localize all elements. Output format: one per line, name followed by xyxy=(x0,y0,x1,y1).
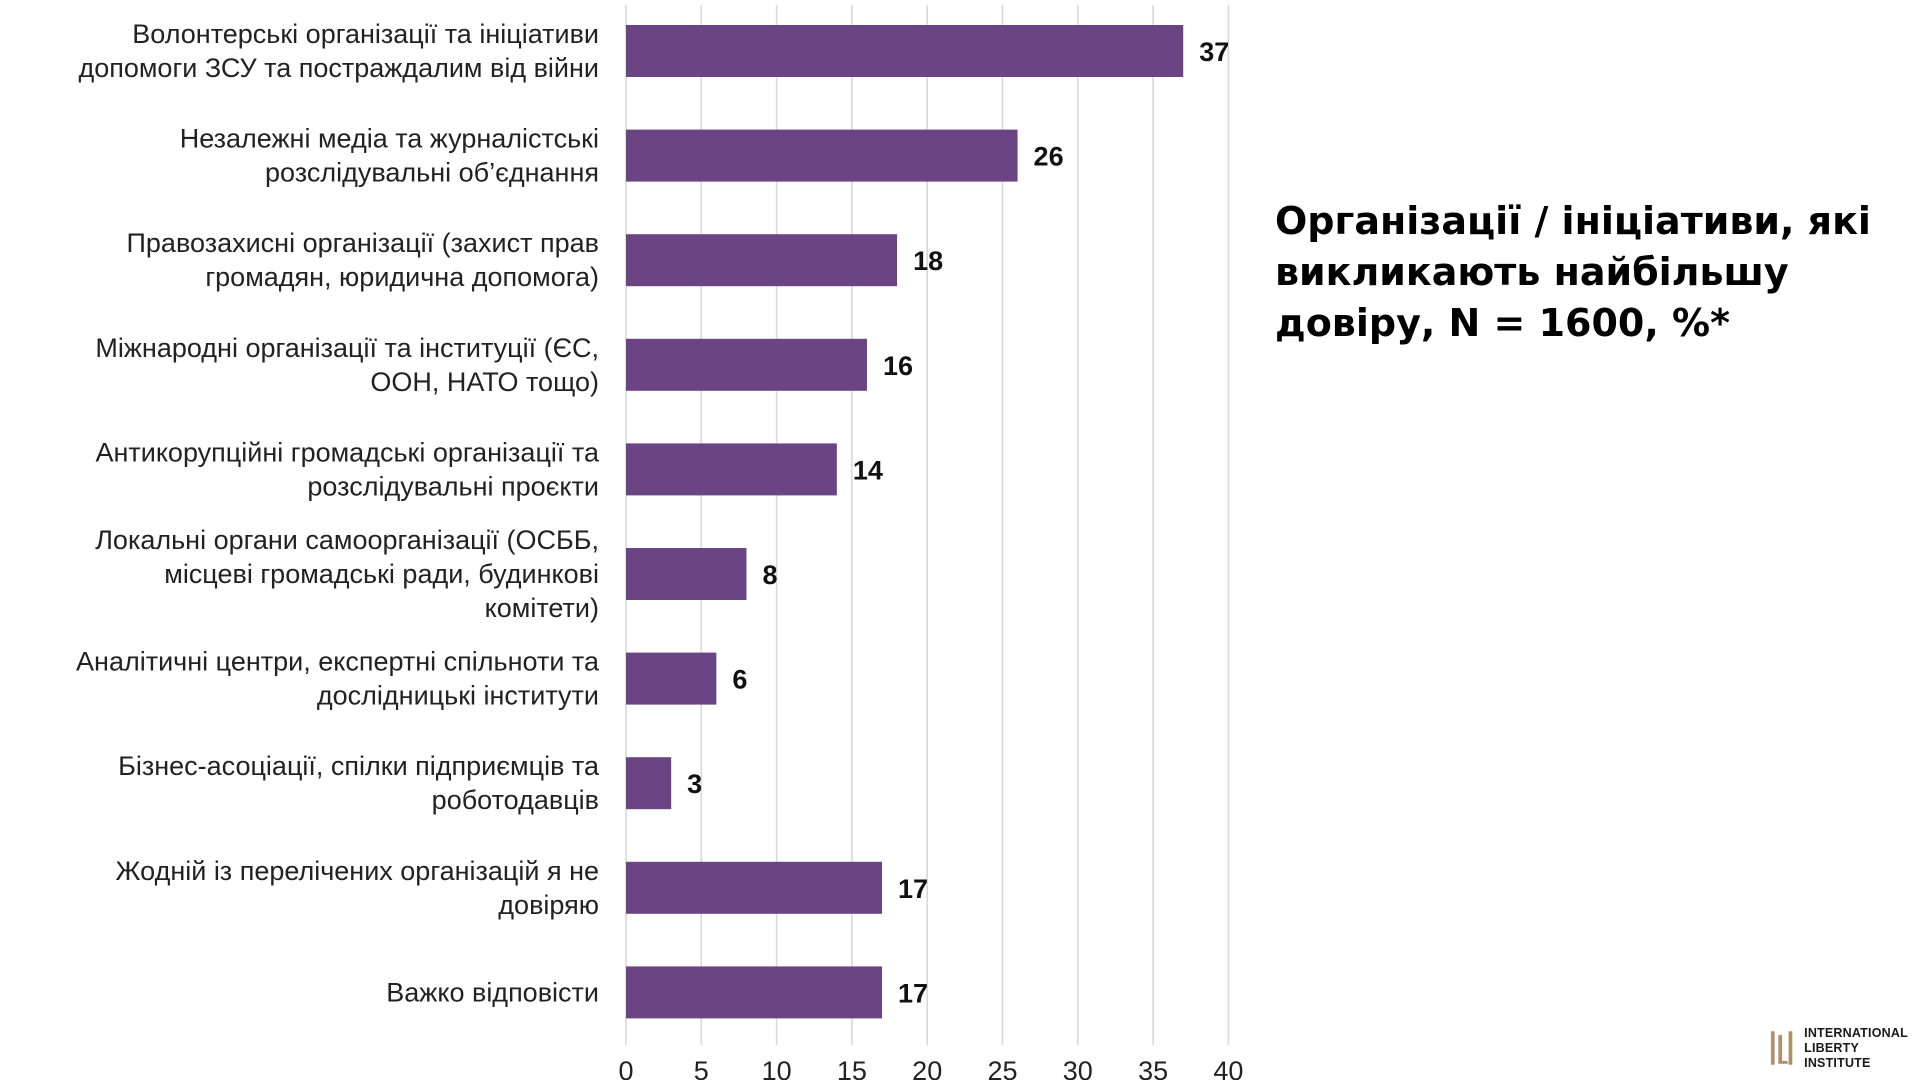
bar xyxy=(626,861,883,914)
bar xyxy=(626,443,837,496)
logo-mark-icon xyxy=(1770,1031,1793,1065)
x-tick-label: 20 xyxy=(912,1056,942,1080)
category-label: Міжнародні організації та інституції (ЄС… xyxy=(95,333,599,363)
data-label: 17 xyxy=(898,978,928,1008)
category-label: Жодній із перелічених організацій я не xyxy=(116,856,599,886)
data-label: 26 xyxy=(1034,142,1064,172)
logo-text: INTERNATIONAL LIBERTY INSTITUTE xyxy=(1804,1026,1920,1071)
category-label: Бізнес-асоціації, спілки підприємців та xyxy=(118,751,600,781)
category-label: довіряю xyxy=(498,890,599,920)
data-label: 37 xyxy=(1199,37,1229,67)
x-tick-label: 15 xyxy=(837,1056,867,1080)
category-label: Аналітичні центри, експертні спільноти т… xyxy=(76,647,600,677)
chart-title-line: викликають найбільшу xyxy=(1275,250,1789,294)
category-label: Незалежні медіа та журналістські xyxy=(180,124,599,154)
data-label: 8 xyxy=(762,560,777,590)
category-label: роботодавців xyxy=(432,785,599,815)
bar xyxy=(626,234,898,287)
x-tick-label: 30 xyxy=(1063,1056,1093,1080)
value-labels: 37 26 18 16 14 8 6 3 17 17 xyxy=(687,37,1229,1008)
bar xyxy=(626,652,717,705)
bar xyxy=(626,25,1184,77)
category-label: Антикорупційні громадські організації та xyxy=(95,437,600,467)
category-label: громадян, юридична допомога) xyxy=(205,262,599,292)
category-label: місцеві громадські ради, будинкові xyxy=(164,559,599,589)
x-tick-label: 10 xyxy=(762,1056,792,1080)
x-axis-ticks: 0 5 10 15 20 25 30 35 40 xyxy=(618,1056,1243,1080)
category-label: допомоги ЗСУ та постраждалим від війни xyxy=(78,53,599,83)
chart-title-line: довіру, N = 1600, %* xyxy=(1275,301,1730,345)
category-labels: Волонтерські організації та ініціативи до… xyxy=(76,19,600,1007)
category-label: дослідницькі інститути xyxy=(317,681,599,711)
category-label: Локальні органи самоорганізації (ОСББ, xyxy=(95,525,599,555)
chart-title: Організації / ініціативи, які викликають… xyxy=(1275,196,1875,349)
bar xyxy=(626,338,867,391)
bar xyxy=(626,966,883,1019)
chart-title-line: Організації / ініціативи, які xyxy=(1275,199,1871,243)
x-tick-label: 40 xyxy=(1213,1056,1243,1080)
bar xyxy=(626,548,747,600)
category-label: розслідувальні проєкти xyxy=(307,471,599,501)
x-tick-label: 35 xyxy=(1138,1056,1168,1080)
category-label: Правозахисні організації (захист прав xyxy=(127,228,600,258)
category-label: комітети) xyxy=(485,593,599,623)
x-tick-label: 5 xyxy=(694,1056,709,1080)
category-label: ООН, НАТО тощо) xyxy=(370,367,599,397)
x-tick-label: 0 xyxy=(618,1056,633,1080)
data-label: 14 xyxy=(853,455,883,485)
x-tick-label: 25 xyxy=(987,1056,1017,1080)
bar xyxy=(626,129,1018,182)
logo-line: LIBERTY INSTITUTE xyxy=(1804,1040,1871,1070)
data-label: 18 xyxy=(913,246,943,276)
data-label: 6 xyxy=(732,665,747,695)
data-label: 17 xyxy=(898,874,928,904)
category-label: Волонтерські організації та ініціативи xyxy=(132,19,599,49)
data-label: 16 xyxy=(883,351,913,381)
category-label: розслідувальні об’єднання xyxy=(265,158,599,188)
data-label: 3 xyxy=(687,769,702,799)
logo-line: INTERNATIONAL xyxy=(1804,1025,1908,1040)
category-label: Важко відповісти xyxy=(386,977,599,1007)
bars xyxy=(626,25,1184,1019)
institute-logo: INTERNATIONAL LIBERTY INSTITUTE xyxy=(1770,1026,1920,1070)
bar xyxy=(626,757,672,810)
